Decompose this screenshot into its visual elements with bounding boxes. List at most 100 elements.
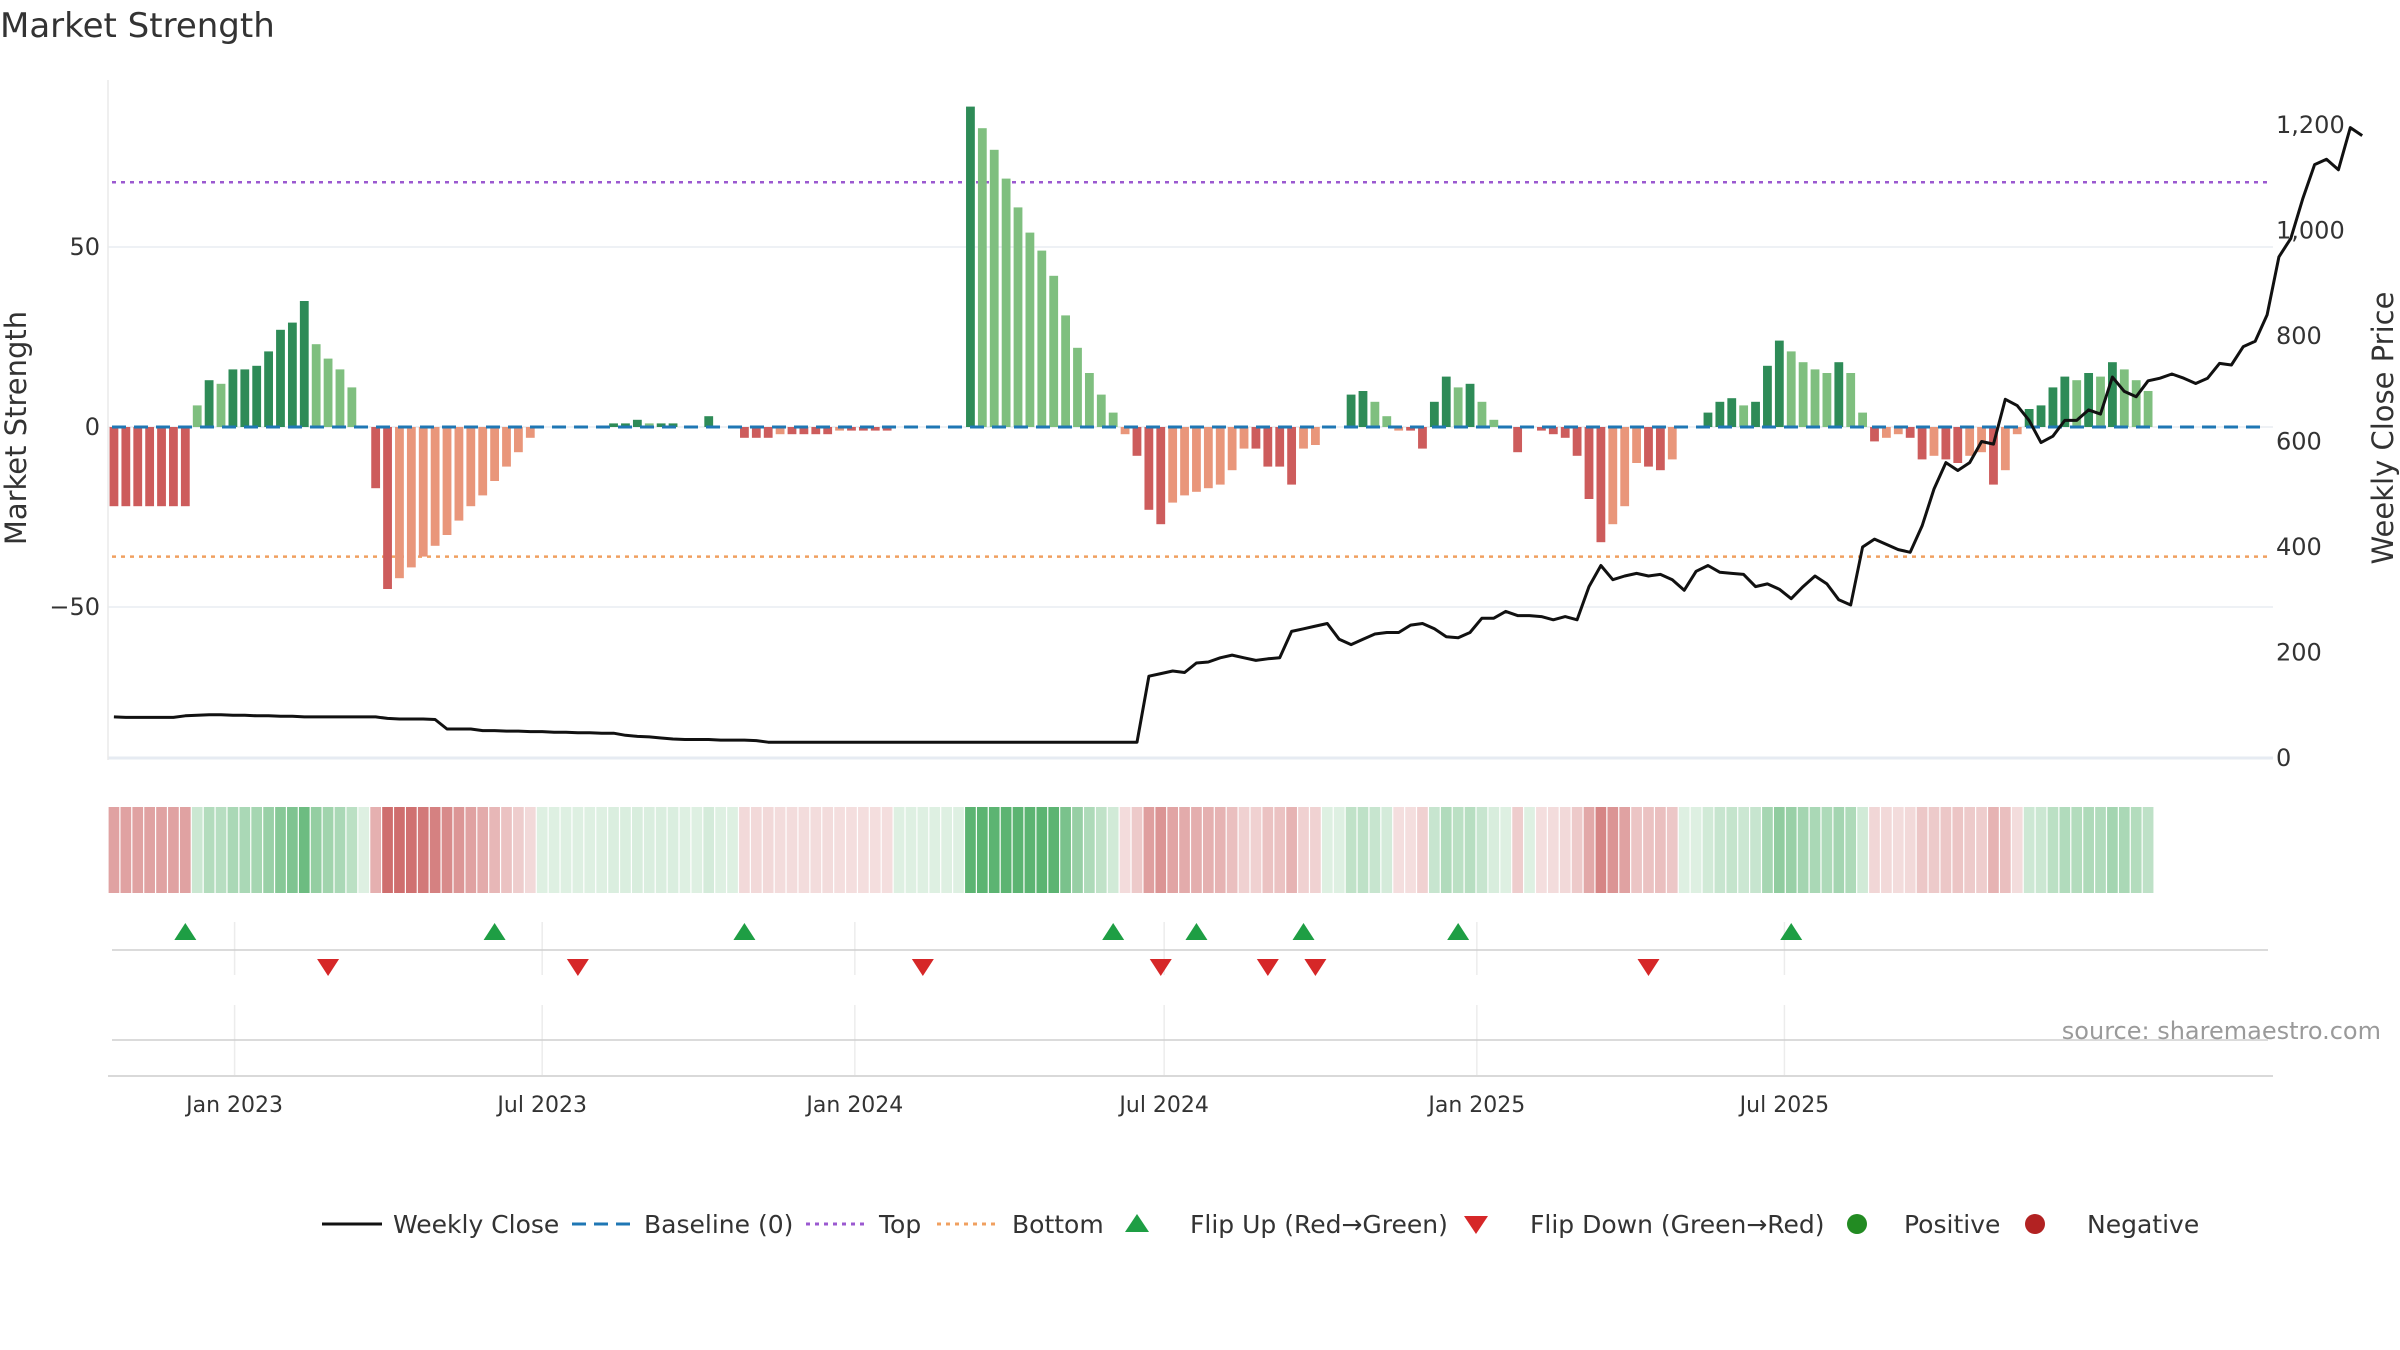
legend-label: Flip Up (Red→Green)	[1190, 1210, 1448, 1239]
left-axis-tick-label: 0	[85, 413, 100, 441]
flip-down-marker	[1637, 959, 1660, 976]
strength-bar	[763, 427, 773, 438]
strength-bar	[1346, 394, 1356, 427]
heat-strip-cell	[405, 807, 417, 893]
heat-strip-cell	[691, 807, 703, 893]
strength-bar	[1870, 427, 1879, 442]
heat-strip-cell	[1702, 807, 1714, 893]
source-note: source: sharemaestro.com	[2062, 1017, 2381, 1045]
right-axis-tick-label: 1,200	[2276, 111, 2345, 139]
strength-bar	[1893, 427, 1903, 435]
heat-strip-cell	[834, 807, 845, 893]
strength-bar	[299, 301, 309, 427]
strength-bar	[1584, 427, 1594, 499]
legend-positive-marker	[1847, 1214, 1867, 1234]
heat-strip-cell	[1726, 807, 1738, 893]
strength-bar	[418, 427, 428, 557]
strength-bar	[502, 427, 511, 467]
strength-bar	[656, 423, 666, 427]
strength-bar	[1917, 427, 1927, 460]
strength-bar	[1382, 416, 1392, 427]
legend-label: Top	[878, 1210, 921, 1239]
heat-strip-cell	[287, 807, 298, 893]
heat-strip-cell	[1440, 807, 1452, 893]
heat-strip-cell	[715, 807, 726, 893]
heat-strip-cell	[1619, 807, 1631, 893]
heat-strip-cell	[620, 807, 631, 893]
strength-bar	[1037, 250, 1047, 427]
strength-bar	[823, 427, 833, 435]
heat-strip-cell	[1298, 807, 1309, 893]
heat-strip-cell	[953, 807, 964, 893]
legend-flip-down-marker	[1464, 1216, 1488, 1234]
heat-strip-cell	[2130, 807, 2142, 893]
strength-bar	[169, 427, 178, 507]
heat-strip-cell	[108, 807, 120, 893]
heat-strip-cell	[846, 807, 857, 893]
heat-strip-cell	[1714, 807, 1726, 893]
heat-strip-cell	[1976, 807, 1987, 893]
heat-strip-cell	[893, 807, 905, 893]
strength-bar	[1513, 427, 1523, 453]
heat-strip-cell	[1643, 807, 1654, 893]
strength-bar	[870, 427, 880, 431]
heat-strip-cell	[417, 807, 429, 893]
strength-bar	[1180, 427, 1189, 496]
strength-bar	[1251, 427, 1261, 449]
heat-strip-cell	[584, 807, 596, 893]
heat-strip-cell	[1750, 807, 1761, 893]
left-axis-tick-label: 50	[69, 233, 100, 261]
strength-bar	[1096, 394, 1106, 427]
heat-strip-cell	[453, 807, 465, 893]
x-axis-tick-label: Jan 2023	[184, 1093, 283, 1118]
heat-strip-cell	[120, 807, 132, 893]
heat-strip-cell	[976, 807, 988, 893]
heat-strip-cell	[1857, 807, 1868, 893]
strength-bar	[1084, 373, 1094, 427]
flip-up-marker	[1185, 923, 1208, 940]
strength-bar	[383, 427, 392, 589]
right-axis-tick-label: 1,000	[2276, 217, 2345, 245]
heat-strip-cell	[1666, 807, 1678, 893]
strength-bar	[1560, 427, 1570, 438]
flip-down-marker	[566, 959, 589, 976]
heat-strip-cell	[2095, 807, 2106, 893]
heat-strip-cell	[750, 807, 762, 893]
strength-bar	[704, 416, 714, 427]
strength-bar	[1858, 412, 1868, 427]
heat-strip-cell	[1595, 807, 1607, 893]
heat-strip-cell	[1655, 807, 1666, 893]
heat-strip-cell	[1892, 807, 1904, 893]
strength-bar	[490, 427, 500, 481]
strength-bar	[609, 423, 618, 427]
x-axis-tick-label: Jul 2023	[495, 1093, 587, 1118]
strength-bar	[1489, 419, 1499, 427]
flip-up-marker	[174, 923, 197, 940]
heat-strip-cell	[1179, 807, 1190, 893]
strength-bar	[835, 427, 844, 431]
heat-strip-cell	[1785, 807, 1797, 893]
heat-strip-cell	[988, 807, 1000, 893]
strength-bar	[2000, 427, 2010, 471]
heat-strip-cell	[1024, 807, 1036, 893]
strength-bar	[1881, 427, 1891, 438]
strength-bar	[371, 427, 381, 489]
heat-strip-cell	[1536, 807, 1547, 893]
flip-down-marker	[1304, 959, 1327, 976]
heat-strip-cell	[798, 807, 810, 893]
heat-strip-cell	[1321, 807, 1333, 893]
heat-strip-cell	[1381, 807, 1393, 893]
heat-strip-cell	[1393, 807, 1405, 893]
strength-bar	[1953, 427, 1963, 463]
heat-strip-cell	[1238, 807, 1250, 893]
heat-strip-cell	[1833, 807, 1845, 893]
heat-strip-cell	[727, 807, 738, 893]
flip-down-marker	[317, 959, 340, 976]
heat-strip-cell	[2107, 807, 2118, 893]
heat-strip-cell	[1310, 807, 1321, 893]
strength-bar	[2084, 373, 2094, 427]
heat-strip-cell	[1036, 807, 1048, 893]
heat-strip-cell	[477, 807, 489, 893]
strength-bar	[133, 427, 143, 507]
